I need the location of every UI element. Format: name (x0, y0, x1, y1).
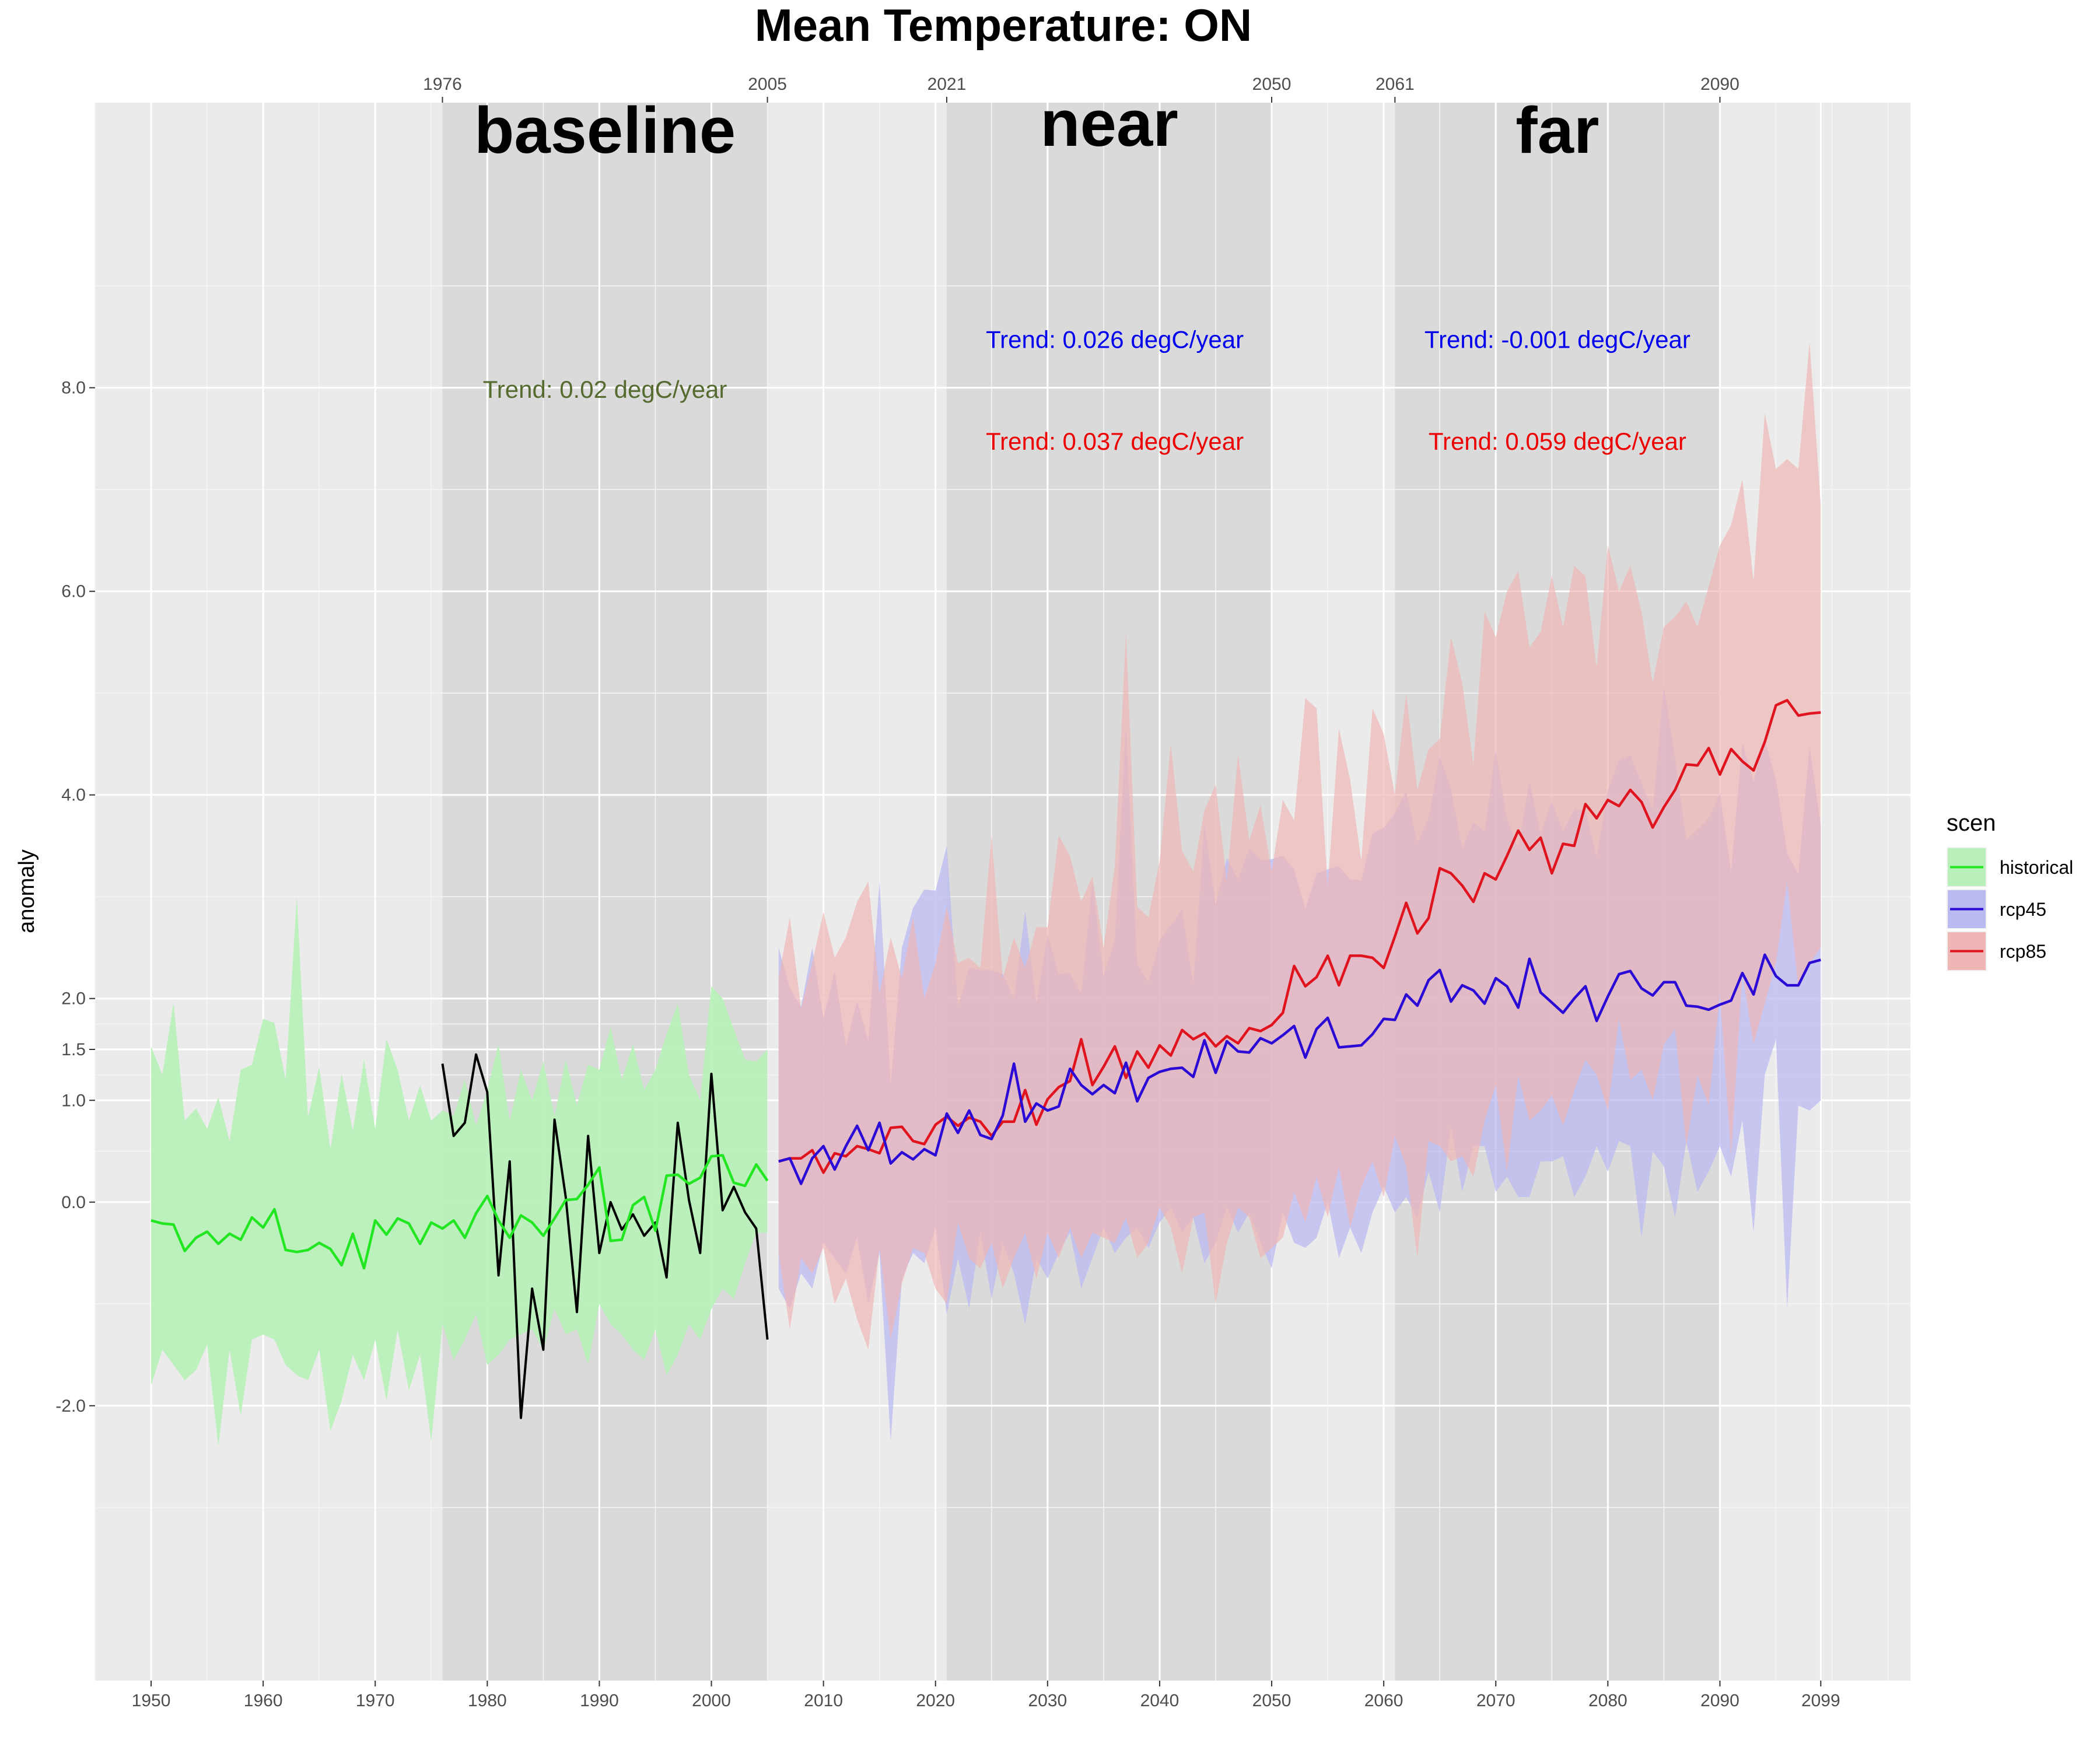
trend-annotation: Trend: 0.037 degC/year (986, 428, 1244, 455)
period-label-baseline: baseline (474, 94, 736, 167)
x-tick-label: 2060 (1364, 1691, 1404, 1710)
trend-annotation: Trend: 0.026 degC/year (986, 326, 1244, 354)
ribbons-layer (151, 342, 1821, 1447)
trend-annotation: Trend: -0.001 degC/year (1424, 326, 1690, 354)
x-top-tick-label: 2090 (1700, 75, 1740, 94)
legend-label-rcp85: rcp85 (2000, 941, 2046, 962)
y-tick-label: 2.0 (61, 989, 86, 1009)
x-tick-label: 2080 (1588, 1691, 1628, 1710)
x-tick-label: 2050 (1252, 1691, 1292, 1710)
line-observed (441, 1053, 769, 1419)
y-tick-label: -2.0 (55, 1396, 86, 1416)
ribbon-rcp85 (778, 342, 1821, 1350)
legend-title: scen (1947, 810, 1996, 836)
x-top-tick-label: 2050 (1252, 75, 1292, 94)
x-tick-label: 2099 (1801, 1691, 1840, 1710)
y-tick-label: 1.0 (61, 1091, 86, 1110)
x-tick-label: 2010 (804, 1691, 843, 1710)
axes-layer: 1950 1960 1970 1980 1990 2000 2010 2020 2030 2040… (55, 75, 1840, 1710)
x-tick-label: 1980 (468, 1691, 507, 1710)
x-top-tick-label: 1976 (423, 75, 462, 94)
line-rcp45 (778, 953, 1821, 1185)
legend-label-rcp45: rcp45 (2000, 899, 2046, 920)
x-top-tick-label: 2061 (1376, 75, 1415, 94)
x-top-tick-label: 2005 (748, 75, 787, 94)
x-tick-label: 2040 (1140, 1691, 1180, 1710)
ribbon-historical (151, 897, 768, 1447)
x-tick-label: 2000 (692, 1691, 731, 1710)
x-tick-label: 1970 (356, 1691, 395, 1710)
y-tick-label: 6.0 (61, 582, 86, 601)
x-tick-label: 1960 (244, 1691, 283, 1710)
x-tick-label: 2020 (916, 1691, 955, 1710)
y-axis-title: anomaly (15, 849, 39, 933)
legend-label-historical: historical (2000, 857, 2073, 878)
period-shade-baseline (442, 103, 768, 1681)
x-top-tick-label: 2021 (928, 75, 967, 94)
period-labels-layer: baseline near far (474, 87, 1600, 167)
lines-layer (150, 699, 1821, 1419)
chart-title: Mean Temperature: ON (755, 0, 1252, 51)
y-tick-label: 1.5 (61, 1040, 86, 1059)
x-tick-label: 2090 (1700, 1691, 1740, 1710)
period-label-far: far (1516, 94, 1599, 167)
trend-annotation: Trend: 0.059 degC/year (1429, 428, 1686, 455)
x-tick-label: 2070 (1476, 1691, 1516, 1710)
y-tick-label: 0.0 (61, 1193, 86, 1212)
line-historical (150, 1154, 769, 1270)
x-tick-label: 2030 (1028, 1691, 1067, 1710)
y-tick-label: 8.0 (61, 379, 86, 398)
y-tick-label: 4.0 (61, 786, 86, 805)
x-tick-label: 1950 (132, 1691, 171, 1710)
trend-annotation: Trend: 0.02 degC/year (483, 376, 727, 403)
trend-annotations-layer: Trend: 0.02 degC/year Trend: 0.026 degC/y… (483, 326, 1690, 456)
period-label-near: near (1040, 87, 1178, 160)
x-tick-label: 1990 (580, 1691, 619, 1710)
